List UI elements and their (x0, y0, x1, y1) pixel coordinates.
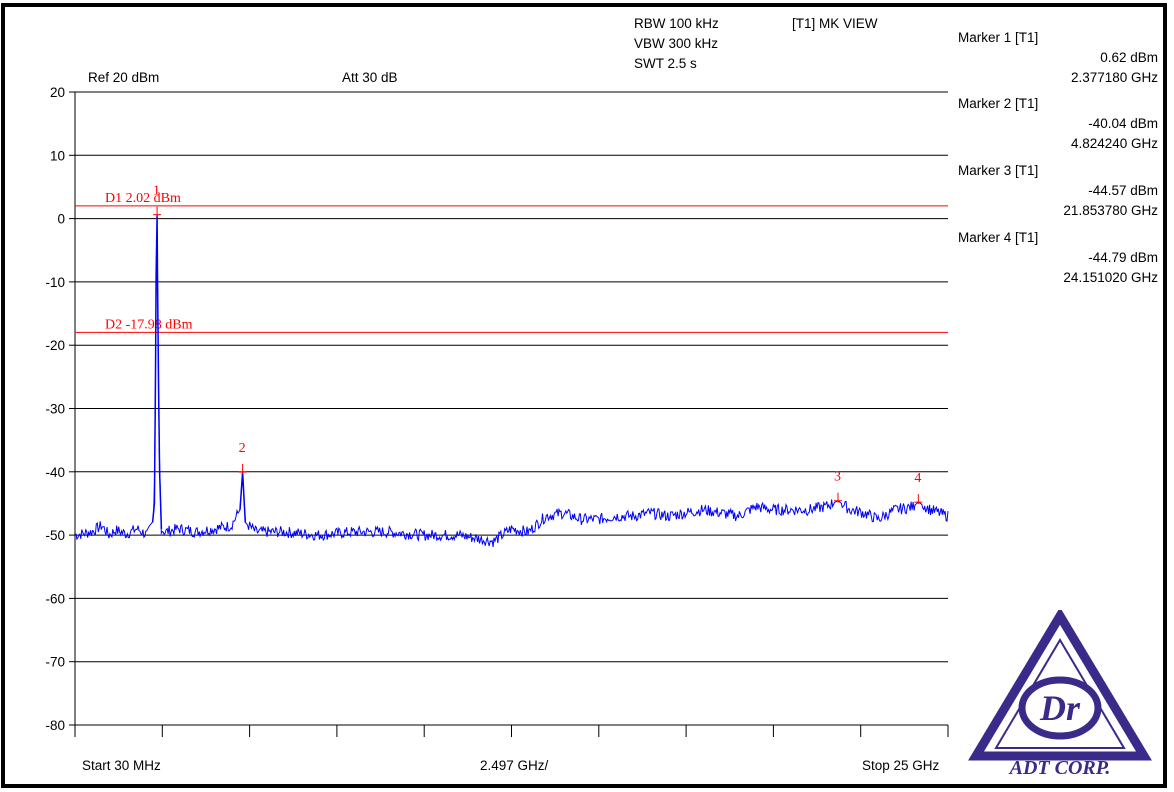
attenuation-label: Att 30 dB (342, 70, 398, 85)
marker-3-freq: 21.853780 GHz (1063, 203, 1158, 218)
marker-4-level: -44.79 dBm (1088, 250, 1158, 265)
svg-text:ADT CORP.: ADT CORP. (1008, 757, 1111, 779)
y-tick-label: -30 (45, 402, 65, 417)
display-line-label-1: D1 2.02 dBm (105, 191, 181, 206)
marker-2-freq: 4.824240 GHz (1070, 136, 1158, 151)
y-tick-label: -50 (45, 528, 65, 543)
view-mode-label: [T1] MK VIEW (792, 16, 878, 31)
y-tick-label: -60 (45, 591, 65, 606)
y-tick-label: -20 (45, 338, 65, 353)
marker-1-title: Marker 1 [T1] (958, 30, 1039, 45)
marker-2-title: Marker 2 [T1] (958, 96, 1039, 111)
marker-1-freq: 2.377180 GHz (1070, 70, 1158, 85)
marker-2-level: -40.04 dBm (1088, 116, 1158, 131)
y-tick-label: -10 (45, 275, 65, 290)
rbw-label: RBW 100 kHz (634, 16, 719, 31)
y-tick-label: 10 (50, 148, 65, 163)
marker-1-label: 1 (153, 184, 160, 199)
marker-4-label: 4 (914, 471, 921, 486)
x-stop-label: Stop 25 GHz (862, 758, 940, 773)
svg-text:Dr: Dr (1039, 688, 1081, 728)
marker-1-level: 0.62 dBm (1100, 50, 1158, 65)
y-tick-label: -70 (45, 655, 65, 670)
ref-level-label: Ref 20 dBm (88, 70, 160, 85)
trace-peak-2 (239, 472, 247, 523)
trace-peak-1 (151, 214, 163, 529)
marker-3-label: 3 (834, 470, 841, 485)
adt-corp-logo: Dr ADT CORP. (968, 610, 1152, 779)
y-tick-label: -40 (45, 465, 65, 480)
y-tick-label: -80 (45, 718, 65, 733)
y-tick-label: 20 (50, 85, 65, 100)
x-start-label: Start 30 MHz (82, 758, 161, 773)
vbw-label: VBW 300 kHz (634, 36, 719, 51)
marker-2-label: 2 (239, 441, 246, 456)
marker-4-freq: 24.151020 GHz (1063, 270, 1158, 285)
window-frame (1, 3, 1167, 788)
marker-3-level: -44.57 dBm (1088, 183, 1158, 198)
marker-4-title: Marker 4 [T1] (958, 230, 1039, 245)
marker-3-title: Marker 3 [T1] (958, 163, 1039, 178)
trace-line (74, 251, 949, 547)
swt-label: SWT 2.5 s (634, 56, 697, 71)
x-div-label: 2.497 GHz/ (480, 758, 549, 773)
display-line-label-2: D2 -17.98 dBm (105, 317, 193, 332)
y-tick-label: 0 (57, 212, 65, 227)
